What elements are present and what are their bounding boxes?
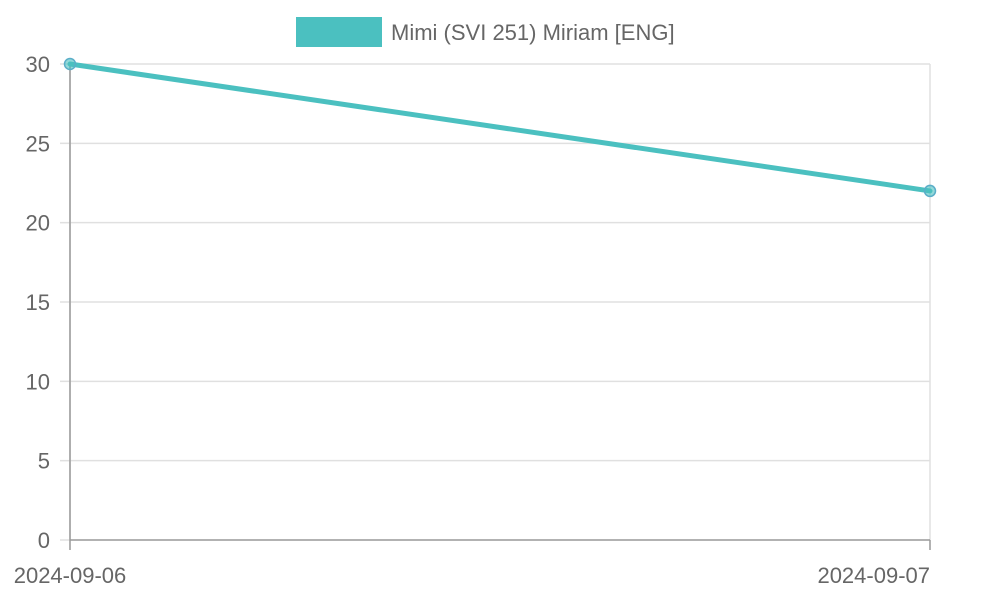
- y-tick-label: 20: [26, 211, 50, 236]
- grid-lines: [69, 63, 931, 540]
- x-tick-label: 2024-09-07: [817, 563, 930, 588]
- y-axis-ticks: 0 5 10 15 20 25 30: [26, 52, 70, 553]
- y-tick-label: 15: [26, 290, 50, 315]
- y-tick-label: 0: [38, 528, 50, 553]
- legend-swatch-mimi: [296, 17, 382, 47]
- data-point[interactable]: [63, 57, 77, 71]
- series-layer: [63, 57, 937, 198]
- x-tick-label: 2024-09-06: [14, 563, 127, 588]
- y-tick-label: 25: [26, 131, 50, 156]
- series-line: [67, 61, 933, 194]
- legend[interactable]: Mimi (SVI 251) Miriam [ENG]: [296, 17, 675, 47]
- data-point[interactable]: [923, 184, 937, 198]
- x-axis-ticks: 2024-09-06 2024-09-07: [14, 540, 931, 588]
- y-tick-label: 5: [38, 449, 50, 474]
- y-tick-label: 10: [26, 369, 50, 394]
- y-tick-label: 30: [26, 52, 50, 77]
- axes: [69, 64, 930, 541]
- legend-label-mimi: Mimi (SVI 251) Miriam [ENG]: [391, 20, 675, 45]
